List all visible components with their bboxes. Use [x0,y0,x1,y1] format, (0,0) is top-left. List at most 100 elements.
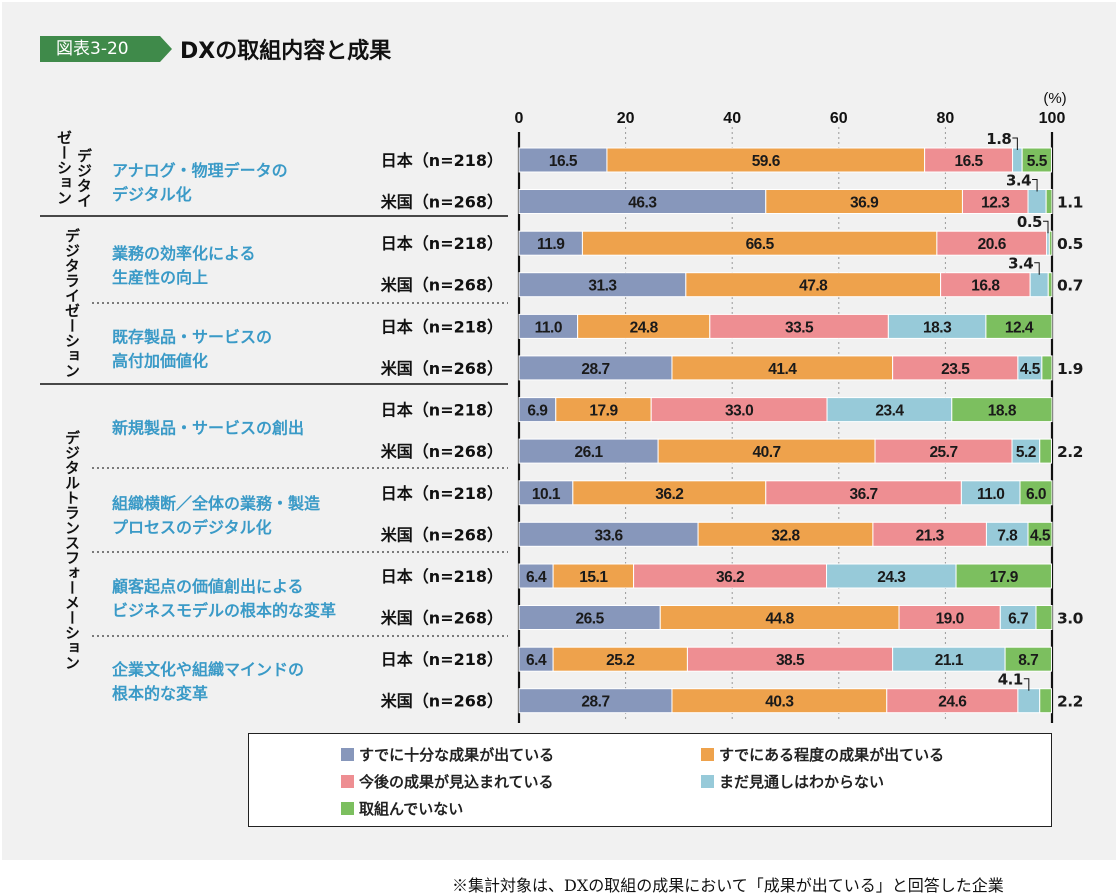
bar-segment [518,313,579,339]
data-label: 5.2 [1016,444,1036,461]
row-label: 米国（n=268） [381,193,503,212]
data-label: 17.9 [990,569,1019,586]
category-label: 企業文化や組織マインドの [111,660,304,679]
row-label: 米国（n=268） [381,525,503,544]
legend-item-3: 今後の成果が見込まれている [341,771,554,792]
bar-segment [552,563,635,589]
row-label: 日本（n=218） [381,484,503,503]
callout-leader [1034,262,1040,275]
category-label: 高付加価値化 [112,351,208,370]
figure-tag-arrow [160,36,172,62]
category-label: 業務の効率化による [111,244,256,263]
x-tick-label: 0 [515,110,524,127]
data-label: 7.8 [997,527,1018,544]
bar-segment [686,646,894,672]
category-label: 新規製品・サービスの創出 [112,419,304,438]
row-label: 日本（n=218） [381,317,503,336]
data-label: 21.3 [916,527,945,544]
data-label: 25.7 [929,444,957,461]
data-label: 36.2 [655,486,683,503]
bar-segment [518,605,661,630]
bar-segment [886,688,1019,714]
bar-segment [874,438,1013,464]
data-label-outside: 1.1 [1057,194,1083,212]
footnote: ※集計対象は、DXの取組の成果において「成果が出ている」と回答した企業 [452,876,1004,895]
legend-item-5: 取組んでいない [341,798,463,819]
callout-leader [1043,220,1049,234]
legend-label-1: すでに十分な成果が出ている [359,746,555,764]
data-label: 16.5 [549,153,578,170]
bar-segment [1039,688,1052,714]
data-label-outside: 2.2 [1057,443,1083,461]
data-label: 18.3 [923,319,952,336]
data-label: 4.5 [1020,361,1041,378]
bar-segment [985,313,1053,339]
data-label: 28.7 [581,361,609,378]
data-label-callout: 4.1 [998,671,1023,689]
bar-segment [659,605,900,630]
group-label: ゼーション [55,130,73,205]
row-label: 米国（n=268） [381,359,503,378]
data-label: 6.0 [1026,486,1046,503]
bar-segment [518,397,557,423]
data-label: 11.0 [535,319,562,336]
legend-label-3: 今後の成果が見込まれている [359,773,554,791]
data-label: 46.3 [628,195,657,212]
x-tick-label: 40 [723,110,741,127]
data-label: 15.1 [579,569,608,586]
row-label: 米国（n=268） [381,609,503,628]
bar-segment [1039,438,1052,464]
bar-segment [555,397,652,423]
legend-label-5: 取組んでいない [359,800,464,818]
bar-segment [1045,189,1053,214]
data-label-outside: 1.9 [1057,360,1083,378]
data-label: 31.3 [588,278,617,295]
bar-segment [1017,688,1041,714]
data-label: 17.9 [589,403,618,420]
data-label: 24.3 [877,569,906,586]
bar-segment [518,480,574,506]
bar-segment [552,646,688,672]
bar-segment [951,397,1053,423]
legend-label-4: まだ見通しはわからない [719,773,885,791]
category-label: デジタル化 [112,185,192,204]
data-label: 33.5 [785,319,814,336]
bar-segment [1011,438,1041,464]
bar-segment [697,521,874,547]
group-label: デジタイ [75,147,93,208]
category-label: 根本的な変革 [112,684,208,703]
bar-segment [898,605,1001,630]
data-label: 4.5 [1030,527,1051,544]
group-label: デジタライゼーション [63,227,81,378]
legend-swatch-2 [701,748,714,761]
data-label: 24.6 [938,694,967,711]
data-label: 20.6 [978,236,1007,253]
row-label: 日本（n=218） [381,401,503,420]
data-label: 26.1 [574,444,603,461]
data-label: 6.7 [1008,611,1028,628]
bar-segment [1027,189,1047,214]
data-label: 36.7 [849,486,877,503]
row-label: 日本（n=218） [381,650,503,669]
x-tick-label: 100 [1039,110,1066,127]
row-label: 米国（n=268） [381,442,503,461]
category-label: アナログ・物理データの [112,161,288,180]
bar-segment [826,397,953,423]
bar-segment [1012,147,1023,173]
data-label: 41.4 [768,361,797,378]
data-label-outside: 0.5 [1057,235,1083,253]
data-label-outside: 0.7 [1057,277,1083,295]
bar-segment [999,605,1037,630]
bar-segment [955,563,1052,589]
data-label: 38.5 [776,652,805,669]
data-label: 44.8 [766,611,795,628]
bar-segment [671,688,888,714]
bar-segment [924,147,1014,173]
group-label: デジタルトランスフォーメーション [63,429,81,670]
chart-panel [2,2,1116,860]
bar-segment [1048,230,1053,256]
x-tick-label: 20 [617,110,635,127]
data-label: 36.2 [716,569,744,586]
data-label: 40.3 [765,694,794,711]
